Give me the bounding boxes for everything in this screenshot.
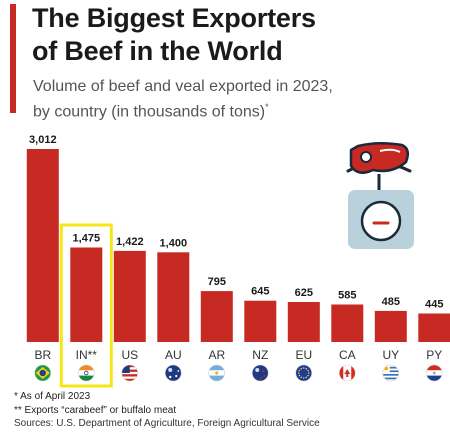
category-label-br: BR xyxy=(34,348,51,362)
category-label-au: AU xyxy=(165,348,182,362)
chart-title-line-1: The Biggest Exporters xyxy=(32,3,316,33)
chart-title: The Biggest Exporters of Beef in the Wor… xyxy=(32,2,316,68)
bar-chart: 3,012 1,475 1,422 1,400 795 645 625 585 485 445 B… xyxy=(26,134,450,388)
value-label-in: 1,475 xyxy=(73,233,101,245)
chart-bars xyxy=(26,149,450,388)
value-label-au: 1,400 xyxy=(160,237,188,249)
paraguay-flag-icon xyxy=(425,364,443,382)
footnote-carabeef: ** Exports “carabeef” or buffalo meat xyxy=(14,404,177,416)
brazil-flag-icon xyxy=(34,364,52,382)
bar-br xyxy=(26,149,59,342)
uruguay-flag-icon xyxy=(382,364,400,382)
value-label-uy: 485 xyxy=(382,296,400,308)
value-label-br: 3,012 xyxy=(29,134,57,146)
bar-uy xyxy=(374,310,407,342)
category-label-ca: CA xyxy=(339,348,356,362)
category-label-uy: UY xyxy=(382,348,399,362)
subtitle-footnote-mark: * xyxy=(265,102,269,112)
india-flag-icon xyxy=(77,364,95,382)
canada-flag-icon xyxy=(338,364,356,382)
chart-subtitle-line-1: Volume of beef and veal exported in 2023… xyxy=(33,78,333,95)
category-label-eu: EU xyxy=(295,348,312,362)
bar-ar xyxy=(200,291,233,342)
chart-flags xyxy=(34,364,443,382)
category-label-py: PY xyxy=(426,348,442,362)
value-label-eu: 625 xyxy=(295,287,313,299)
chart-notes: * As of April 2023 ** Exports “carabeef”… xyxy=(14,390,320,431)
bar-in xyxy=(70,247,103,342)
bar-py xyxy=(418,313,450,342)
footnote-as-of: * As of April 2023 xyxy=(14,391,91,402)
chart-subtitle: Volume of beef and veal exported in 2023… xyxy=(33,77,333,122)
value-label-ar: 795 xyxy=(208,276,226,288)
new-zealand-flag-icon xyxy=(251,364,269,382)
bar-us xyxy=(113,250,146,342)
value-label-py: 445 xyxy=(425,299,443,311)
bar-eu xyxy=(287,302,320,342)
bar-ca xyxy=(331,304,364,342)
chart-subtitle-line-2-text: by country (in thousands of tons) xyxy=(33,103,266,121)
value-label-ca: 585 xyxy=(338,290,356,302)
category-label-ar: AR xyxy=(208,348,225,362)
eu-flag-icon xyxy=(295,364,313,382)
category-label-us: US xyxy=(121,348,138,362)
source-text: Sources: U.S. Department of Agriculture,… xyxy=(14,418,320,429)
chart-value-labels: 3,012 1,475 1,422 1,400 795 645 625 585 485 445 xyxy=(29,134,443,311)
australia-flag-icon xyxy=(164,364,182,382)
argentina-flag-icon xyxy=(208,364,226,382)
beef-on-scale-icon xyxy=(346,142,414,249)
value-label-nz: 645 xyxy=(251,286,269,298)
bar-nz xyxy=(244,300,277,342)
scale-dial xyxy=(360,200,402,242)
value-label-us: 1,422 xyxy=(116,236,144,248)
category-label-nz: NZ xyxy=(252,348,268,362)
chart-title-line-2: of Beef in the World xyxy=(32,36,283,66)
steak-shape xyxy=(349,142,410,174)
steak-fat-line xyxy=(379,148,401,153)
usa-flag-icon xyxy=(121,364,139,382)
steak-bone xyxy=(360,151,372,163)
chart-category-labels: BR IN** US AU AR NZ EU CA UY PY xyxy=(34,348,442,362)
chart-subtitle-line-2: by country (in thousands of tons)* xyxy=(33,97,333,122)
bar-au xyxy=(157,252,190,342)
title-accent-bar xyxy=(10,4,16,113)
highlight-box-in xyxy=(59,223,113,388)
category-label-in: IN** xyxy=(76,348,98,362)
